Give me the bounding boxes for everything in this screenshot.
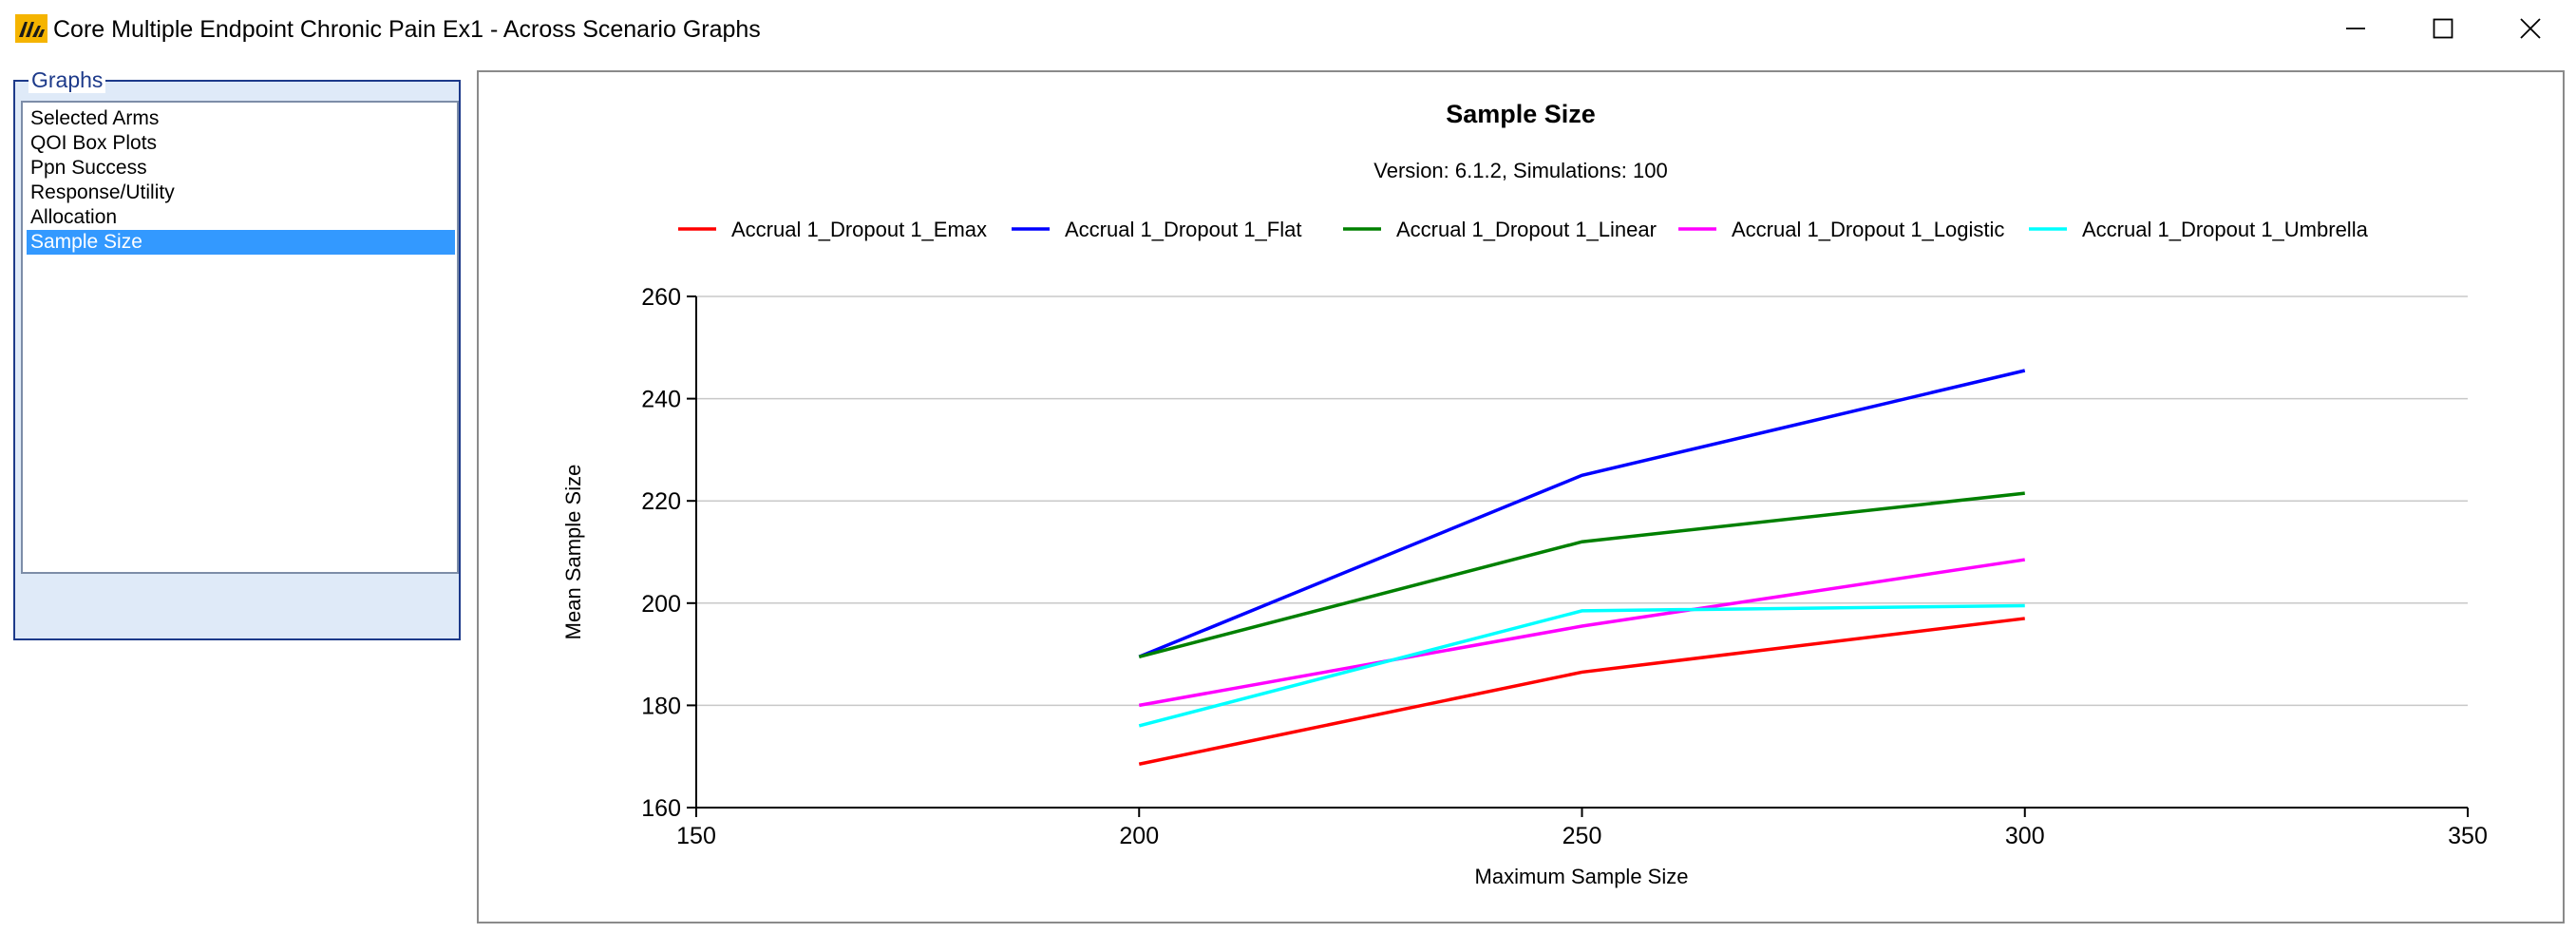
legend-label-3: Accrual 1_Dropout 1_Logistic <box>1732 218 2004 241</box>
legend-label-1: Accrual 1_Dropout 1_Flat <box>1065 218 1301 241</box>
x-tick-label: 150 <box>676 823 716 849</box>
series-line-3 <box>1138 558 2026 708</box>
maximize-button[interactable] <box>2399 0 2487 57</box>
window-title: Core Multiple Endpoint Chronic Pain Ex1 … <box>53 16 761 43</box>
graph-list-item-ppn-success[interactable]: Ppn Success <box>30 157 147 179</box>
x-tick-label: 350 <box>2448 823 2488 849</box>
app-logo-icon <box>15 14 47 43</box>
close-icon <box>2520 18 2541 39</box>
x-tick-label: 200 <box>1119 823 1159 849</box>
chart-axes: 160 180 200 220 240 260 150 200 250 300 350 <box>641 284 2488 849</box>
series-line-2 <box>1138 491 2025 658</box>
x-tick-label: 300 <box>2005 823 2045 849</box>
graphs-group: Graphs Selected Arms QOI Box Plots Ppn S… <box>13 67 461 640</box>
close-button[interactable] <box>2487 0 2574 57</box>
sample-size-chart: Sample Size Version: 6.1.2, Simulations:… <box>561 100 2488 888</box>
legend-label-0: Accrual 1_Dropout 1_Emax <box>731 218 987 241</box>
title-bar: Core Multiple Endpoint Chronic Pain Ex1 … <box>0 0 2576 61</box>
graph-list-item-response-utility[interactable]: Response/Utility <box>30 181 175 203</box>
graph-list-item-selected-arms[interactable]: Selected Arms <box>30 107 160 129</box>
y-tick-label: 200 <box>641 591 681 618</box>
chart-title: Sample Size <box>1446 100 1596 128</box>
maximize-icon <box>2433 18 2453 39</box>
series-line-1 <box>1138 369 2026 658</box>
graphs-listbox[interactable]: Selected Arms QOI Box Plots Ppn Success … <box>21 101 459 574</box>
legend-label-2: Accrual 1_Dropout 1_Linear <box>1396 218 1657 241</box>
chart-legend: Accrual 1_Dropout 1_Emax Accrual 1_Dropou… <box>678 218 2369 241</box>
minimize-icon <box>2346 28 2365 29</box>
chart-series-lines <box>1138 369 2026 766</box>
minimize-button[interactable] <box>2312 0 2399 57</box>
y-axis-label: Mean Sample Size <box>561 465 585 640</box>
graph-list-item-qoi-box-plots[interactable]: QOI Box Plots <box>30 132 158 154</box>
chart-subtitle: Version: 6.1.2, Simulations: 100 <box>1373 159 1667 182</box>
graph-list-item-sample-size[interactable]: Sample Size <box>27 230 455 255</box>
x-axis-label: Maximum Sample Size <box>1475 865 1689 888</box>
graph-list-item-allocation[interactable]: Allocation <box>30 206 118 228</box>
y-tick-label: 160 <box>641 795 681 822</box>
x-tick-label: 250 <box>1563 823 1602 849</box>
chart-panel: Sample Size Version: 6.1.2, Simulations:… <box>477 70 2565 923</box>
graphs-group-caption: Graphs <box>28 67 106 93</box>
legend-label-4: Accrual 1_Dropout 1_Umbrella <box>2082 218 2369 241</box>
y-tick-label: 240 <box>641 387 681 413</box>
y-tick-label: 260 <box>641 284 681 311</box>
y-tick-label: 220 <box>641 488 681 515</box>
chart-gridlines <box>696 295 2468 707</box>
y-tick-label: 180 <box>641 693 681 719</box>
